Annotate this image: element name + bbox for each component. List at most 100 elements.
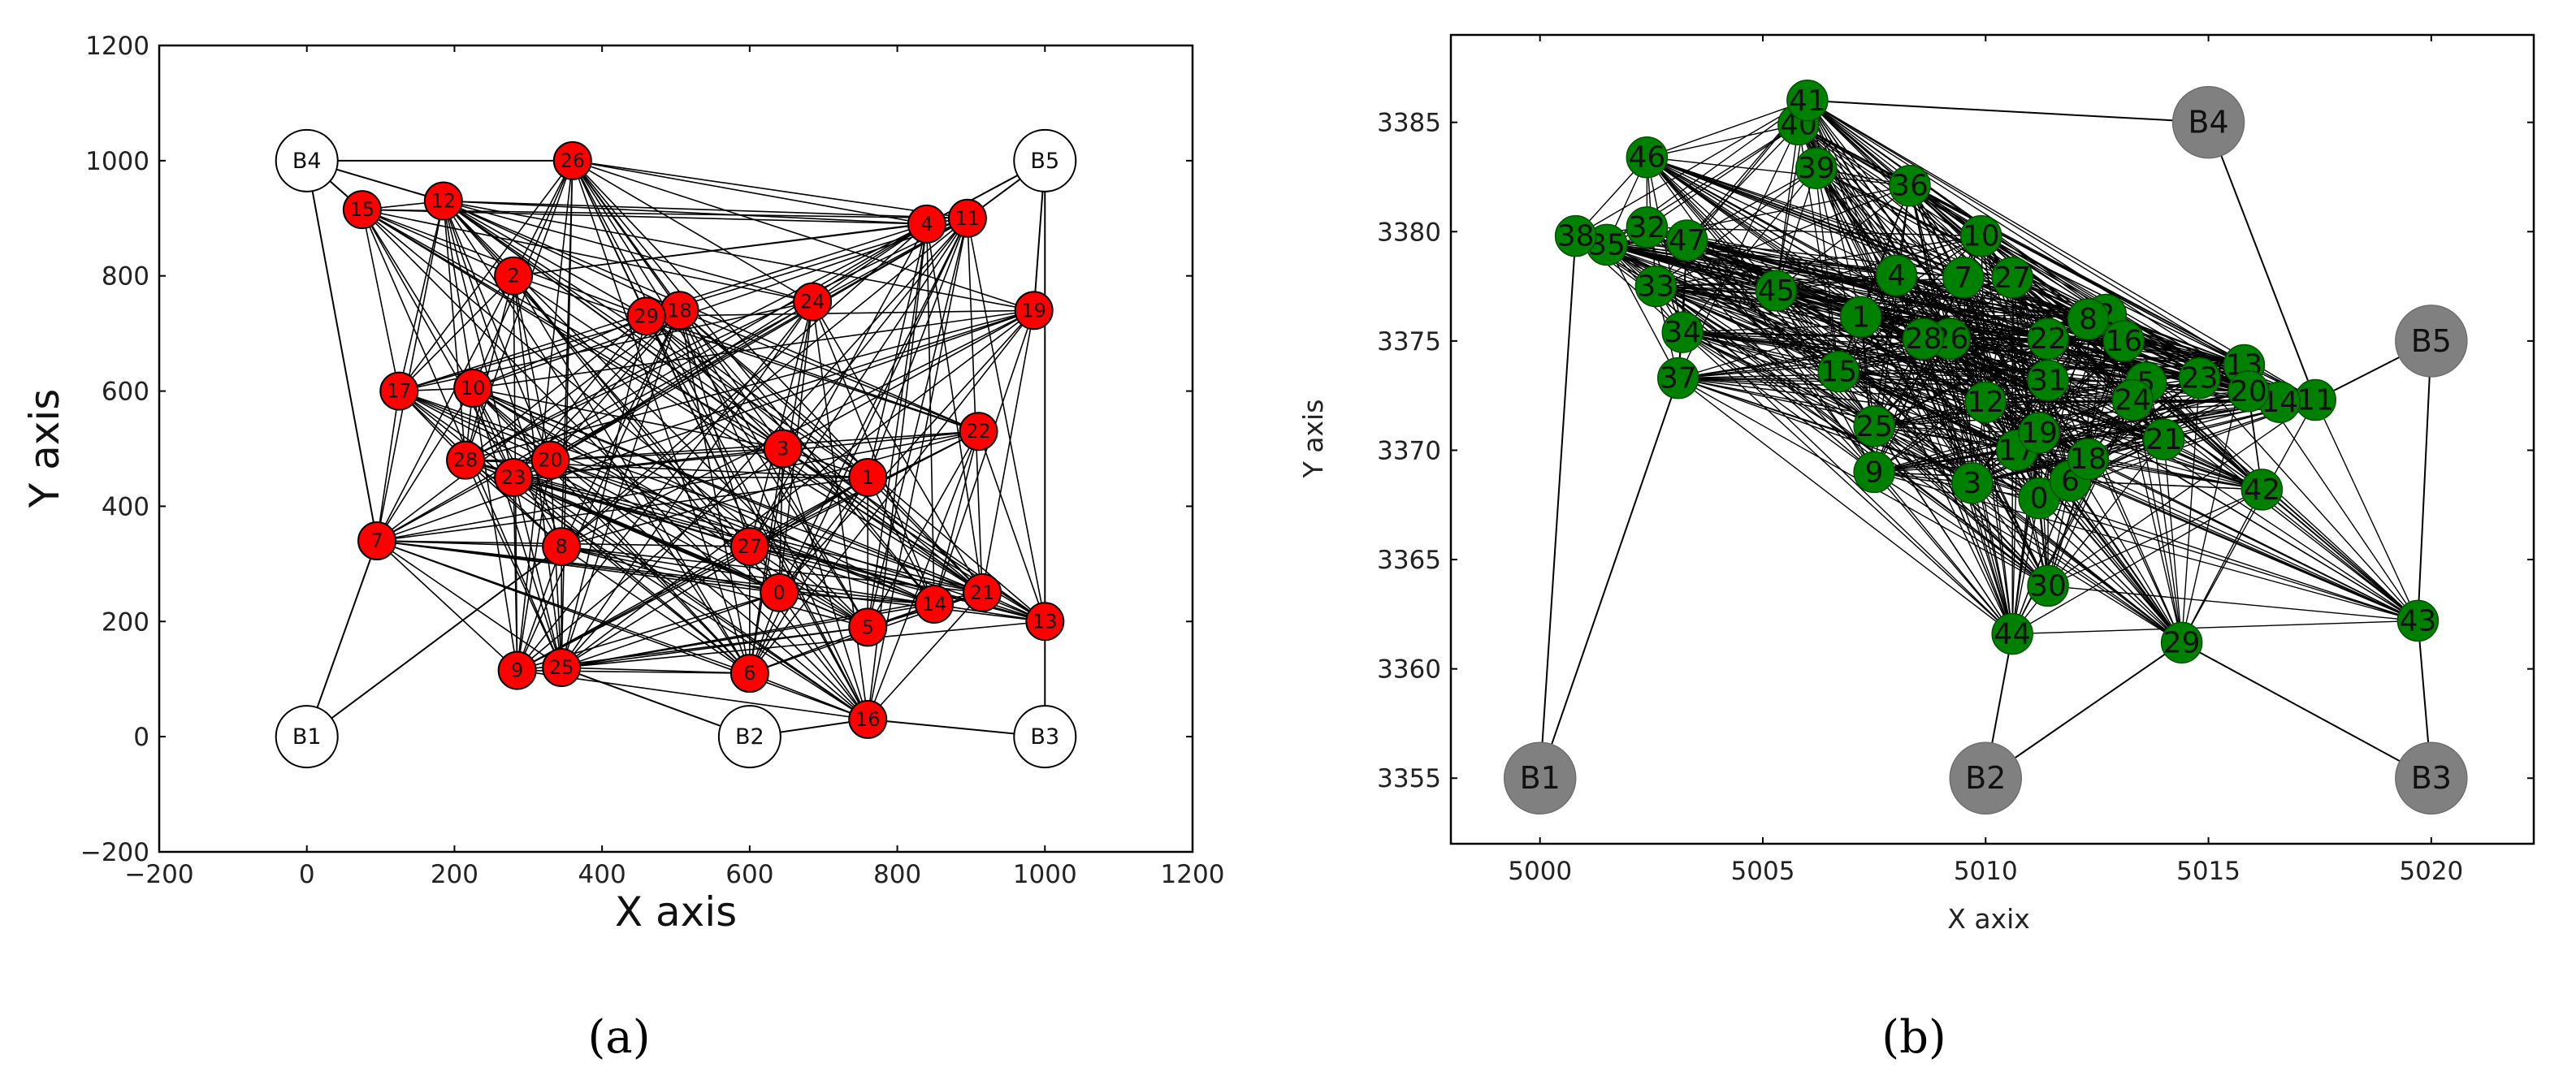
edge [513, 477, 868, 720]
base-station-label: B5 [1030, 149, 1059, 174]
node-label: 18 [667, 299, 692, 322]
node-label: 22 [966, 420, 991, 443]
edge [517, 301, 813, 672]
base-station-label: B1 [292, 724, 322, 750]
node-marker [1817, 350, 1859, 393]
node-marker [1786, 80, 1829, 122]
node-marker [947, 198, 987, 238]
node-45: 45 [1755, 270, 1798, 312]
base-station-marker [2395, 305, 2468, 378]
base-station-b2: B2 [717, 705, 781, 769]
edge [549, 309, 681, 461]
node-label: 29 [2163, 626, 2201, 659]
edge [1656, 235, 1981, 287]
node-marker [1634, 265, 1678, 308]
edge [646, 315, 784, 450]
edge [2261, 489, 2418, 621]
edge [749, 603, 935, 674]
node-29: 29 [626, 296, 666, 336]
node-marker [2240, 469, 2284, 511]
base-station-b2: B2 [1949, 741, 2023, 815]
edge [473, 309, 1034, 389]
node-label: 12 [1967, 386, 2004, 419]
node-marker [2111, 378, 2154, 421]
node-marker [1665, 219, 1708, 261]
edge [376, 201, 444, 542]
node-label: 47 [1669, 224, 1706, 257]
edge [561, 626, 868, 668]
node-label: 27 [738, 535, 763, 558]
node-marker [2027, 359, 2069, 402]
edge [2048, 585, 2418, 622]
edge [1807, 100, 2089, 320]
node-39: 39 [1795, 147, 1838, 189]
node-5: 5 [848, 607, 888, 647]
node-marker [423, 181, 463, 221]
edge [561, 620, 1046, 668]
edge [2012, 620, 2418, 635]
edge [2047, 400, 2133, 586]
x-tick-label: 200 [431, 860, 478, 889]
edge [778, 592, 868, 720]
node-label: 43 [2399, 604, 2436, 637]
base-link [2207, 122, 2317, 400]
node-label: 20 [2230, 375, 2267, 408]
node-marker [1661, 311, 1704, 353]
edge [1873, 426, 2183, 643]
edge [561, 546, 1046, 623]
node-marker [2178, 357, 2221, 400]
edge [867, 477, 935, 605]
x-tick-label: 5015 [2176, 857, 2240, 886]
edge [1678, 378, 2013, 635]
edge [572, 160, 1034, 312]
node-label: 7 [1954, 261, 1972, 295]
edge [443, 200, 983, 594]
node-15: 15 [342, 190, 382, 230]
edge [1873, 391, 2249, 473]
node-label: 23 [501, 466, 526, 489]
edge [516, 460, 552, 671]
y-tick-label: 200 [102, 607, 149, 637]
edge [561, 301, 813, 668]
edge [376, 309, 681, 542]
x-tick-label: 5005 [1731, 857, 1795, 886]
node-label: 11 [955, 207, 981, 230]
node-28: 28 [446, 440, 486, 480]
node-marker [379, 371, 419, 411]
y-tick-label: 3365 [1377, 546, 1441, 575]
node-label: 5 [862, 616, 874, 638]
base-station-b4: B4 [275, 128, 339, 192]
node-label: 44 [1994, 618, 2031, 651]
edge [572, 160, 751, 674]
node-21: 21 [963, 573, 1002, 612]
edge [2011, 489, 2262, 635]
edge [398, 160, 574, 392]
edge [1686, 123, 1799, 241]
edge [398, 275, 514, 392]
node-label: 8 [2079, 303, 2098, 336]
edge [646, 315, 979, 432]
x-tick-label: 5000 [1508, 857, 1572, 886]
node-19: 19 [1014, 291, 1054, 331]
edge [2047, 338, 2165, 440]
node-label: 16 [855, 708, 881, 731]
edge [1874, 401, 2280, 473]
edge [443, 201, 474, 389]
edge [398, 390, 551, 461]
edge [376, 540, 562, 668]
edge [561, 316, 647, 668]
node-marker [1889, 164, 1931, 207]
base-station-label: B3 [1030, 724, 1059, 750]
base-link [2181, 642, 2432, 780]
edge [376, 160, 574, 542]
node-37: 37 [1657, 357, 1699, 400]
edge [572, 160, 935, 605]
edge [967, 218, 1046, 622]
base-station-label: B2 [735, 724, 764, 750]
node-21: 21 [2142, 418, 2185, 460]
node-label: 15 [1820, 356, 1857, 389]
node-3: 3 [763, 429, 803, 469]
node-marker [1960, 214, 2002, 257]
edge [646, 315, 868, 478]
node-27: 27 [730, 527, 769, 567]
